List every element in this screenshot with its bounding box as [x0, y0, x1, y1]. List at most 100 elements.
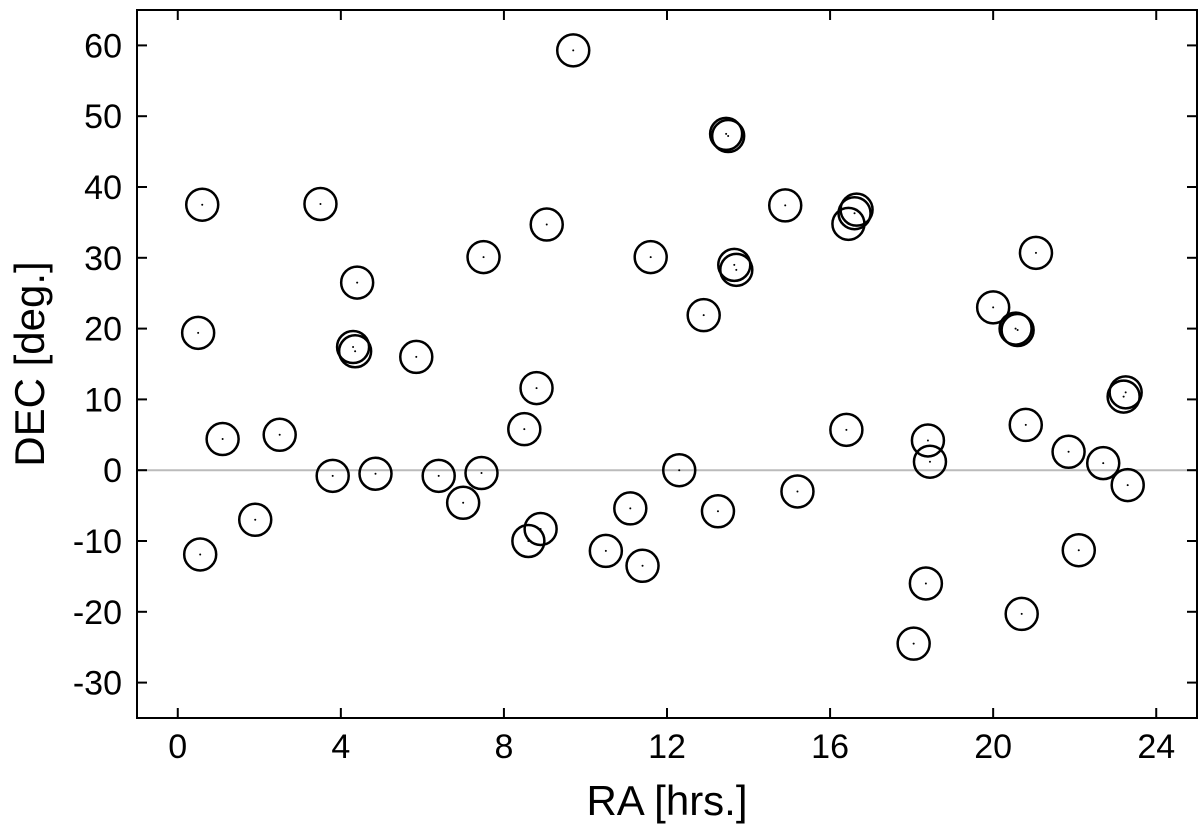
- y-tick-label: 30: [84, 240, 122, 278]
- data-point: [1008, 407, 1044, 443]
- point-dot: [352, 346, 355, 349]
- point-circle: [466, 239, 501, 275]
- point-circle: [633, 239, 668, 275]
- data-point: [184, 187, 220, 222]
- y-tick-label: -30: [73, 665, 122, 703]
- point-circle: [719, 252, 754, 288]
- point-circle: [339, 265, 375, 300]
- point-circle: [1051, 434, 1086, 470]
- point-dot: [796, 490, 799, 493]
- point-dot: [1014, 327, 1017, 330]
- data-point: [912, 444, 948, 479]
- data-point: [1106, 379, 1141, 414]
- data-point: [529, 207, 564, 242]
- data-point: [998, 311, 1033, 346]
- data-point: [205, 421, 240, 457]
- point-circle: [184, 187, 220, 222]
- point-dot: [354, 350, 357, 353]
- point-circle: [511, 523, 546, 559]
- point-dot: [1016, 329, 1019, 332]
- data-point: [1018, 235, 1054, 271]
- point-circle: [686, 297, 721, 333]
- data-point: [708, 116, 744, 152]
- point-dot: [356, 281, 359, 284]
- data-point: [464, 455, 499, 491]
- data-point: [555, 33, 591, 68]
- data-point: [908, 566, 944, 601]
- data-point: [339, 265, 375, 300]
- point-circle: [519, 370, 554, 406]
- point-circle: [523, 511, 558, 547]
- data-point: [335, 329, 371, 365]
- point-circle: [555, 33, 591, 68]
- point-circle: [625, 548, 660, 584]
- data-point: [1051, 434, 1086, 470]
- data-point: [837, 195, 872, 231]
- point-dot: [912, 642, 915, 645]
- point-dot: [197, 331, 200, 334]
- data-point: [1061, 532, 1097, 568]
- point-circle: [262, 417, 297, 453]
- data-point: [588, 533, 624, 569]
- point-dot: [319, 202, 322, 205]
- point-circle: [182, 537, 218, 572]
- point-circle: [315, 458, 350, 494]
- point-dot: [641, 564, 644, 567]
- point-circle: [912, 444, 948, 479]
- x-tick-label: 20: [974, 728, 1012, 766]
- point-circle: [335, 329, 371, 365]
- data-point: [358, 456, 393, 491]
- data-point: [910, 423, 946, 458]
- point-circle: [421, 458, 456, 494]
- point-dot: [201, 203, 204, 206]
- point-dot: [545, 223, 548, 226]
- point-circle: [358, 456, 393, 491]
- data-point: [710, 118, 746, 154]
- point-circle: [303, 186, 338, 222]
- data-point: [466, 239, 501, 275]
- point-dot: [1020, 612, 1023, 615]
- point-dot: [855, 208, 858, 211]
- data-point: [661, 452, 697, 488]
- point-dot: [482, 256, 485, 259]
- data-point: [523, 511, 558, 547]
- point-circle: [1008, 407, 1044, 443]
- point-dot: [572, 49, 575, 52]
- point-dot: [539, 527, 542, 530]
- point-circle: [205, 421, 240, 457]
- point-dot: [649, 256, 652, 259]
- y-tick-label: -10: [73, 523, 122, 561]
- point-circle: [588, 533, 624, 569]
- point-circle: [829, 412, 864, 448]
- x-tick-label: 4: [331, 728, 350, 766]
- point-dot: [784, 204, 787, 207]
- point-circle: [708, 116, 744, 152]
- data-point: [237, 502, 273, 538]
- point-circle: [445, 485, 481, 521]
- point-circle: [661, 452, 697, 488]
- point-circle: [975, 290, 1011, 325]
- point-dot: [278, 433, 281, 436]
- x-tick-label: 16: [811, 728, 849, 766]
- point-dot: [1067, 450, 1070, 453]
- data-point: [315, 458, 350, 494]
- point-dot: [1077, 549, 1080, 552]
- x-axis-title: RA [hrs.]: [586, 777, 747, 824]
- point-circle: [998, 311, 1033, 346]
- point-dot: [725, 132, 728, 135]
- point-circle: [399, 339, 434, 375]
- data-point: [337, 334, 373, 369]
- data-point: [399, 339, 434, 375]
- point-dot: [727, 135, 730, 138]
- point-dot: [254, 518, 257, 521]
- data-point: [780, 474, 815, 509]
- point-dot: [331, 474, 334, 477]
- axis-ticks: [137, 10, 1197, 718]
- y-tick-label: 0: [103, 452, 122, 490]
- y-tick-label: 50: [84, 98, 122, 136]
- data-point: [180, 315, 216, 351]
- point-dot: [1102, 462, 1105, 465]
- data-point: [625, 548, 660, 584]
- y-tick-label: 60: [84, 27, 122, 65]
- point-dot: [1024, 423, 1027, 426]
